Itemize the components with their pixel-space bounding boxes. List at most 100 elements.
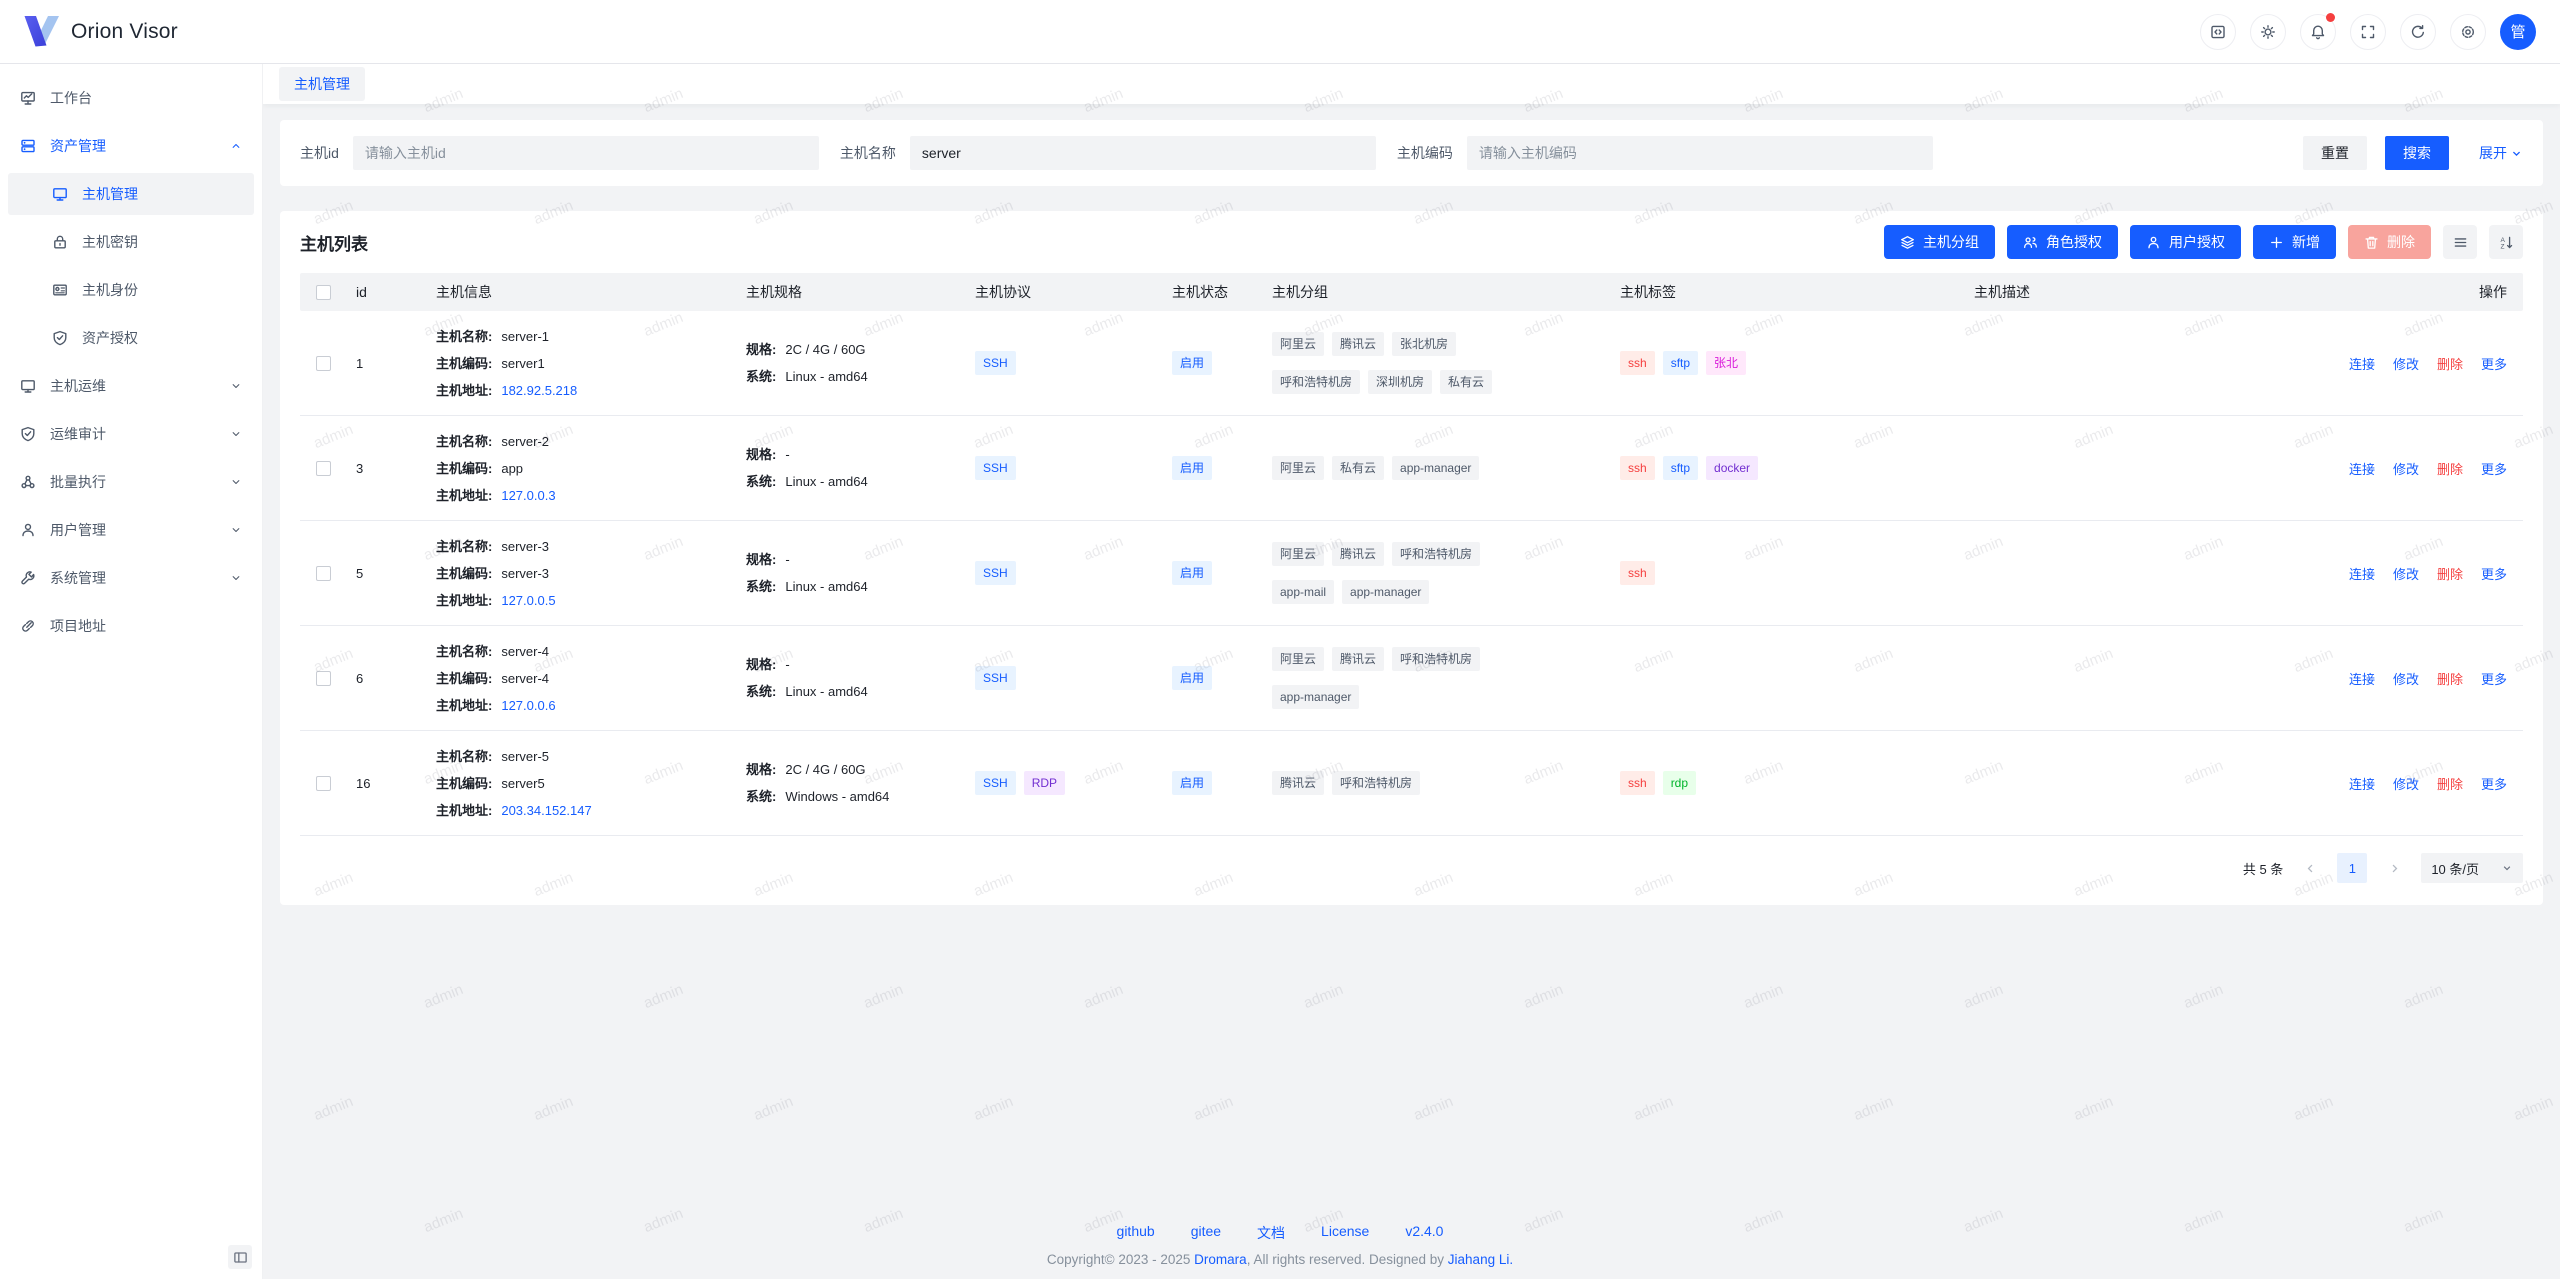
- sidebar-item-host-management[interactable]: 主机管理: [8, 173, 254, 215]
- column-setting-button[interactable]: [2443, 225, 2477, 259]
- field-label: 主机地址:: [436, 802, 493, 818]
- sidebar-collapse-button[interactable]: [228, 1245, 252, 1269]
- footer-link[interactable]: gitee: [1190, 1223, 1222, 1239]
- code-button[interactable]: [2200, 13, 2236, 50]
- delete-link[interactable]: 删除: [2436, 776, 2463, 792]
- notification-button[interactable]: [2300, 12, 2336, 50]
- host-system: 系统: Linux - amd64: [746, 573, 959, 600]
- next-page-button[interactable]: [2379, 853, 2409, 883]
- edit-link[interactable]: 修改: [2392, 356, 2419, 372]
- sidebar-item-asset-grant[interactable]: 资产授权: [8, 317, 254, 359]
- more-link[interactable]: 更多: [2480, 776, 2507, 792]
- row-checkbox[interactable]: [316, 355, 331, 371]
- group-tag: 腾讯云: [1332, 332, 1385, 356]
- host-address-value[interactable]: 127.0.0.3: [501, 487, 556, 503]
- sidebar-item-workbench[interactable]: 工作台: [8, 77, 254, 119]
- content-area: 主机id 主机名称 主机编码 重置 搜索 展开 主机列表 主机分组 角色授权 用户授权 新…: [263, 104, 2560, 921]
- sidebar-item-host-keys[interactable]: 主机密钥: [8, 221, 254, 263]
- host-name-value: server-3: [501, 538, 550, 554]
- field-label: 规格:: [746, 552, 777, 567]
- page-size-value: 10 条/页: [2431, 861, 2479, 877]
- more-link[interactable]: 更多: [2480, 671, 2507, 687]
- delete-link[interactable]: 删除: [2436, 461, 2463, 477]
- host-address-value[interactable]: 203.34.152.147: [501, 802, 592, 818]
- host-code-input[interactable]: [1466, 136, 1933, 170]
- sidebar-item-host-identity[interactable]: 主机身份: [8, 269, 254, 311]
- group-tags: 阿里云 腾讯云 张北机房 呼和浩特机房 深圳机房 私有云: [1272, 332, 1544, 394]
- group-cell: 阿里云 私有云 app-manager: [1256, 456, 1604, 480]
- column-header: 主机描述: [1974, 284, 2030, 300]
- footer-link[interactable]: 文档: [1257, 1225, 1286, 1241]
- delete-link[interactable]: 删除: [2436, 566, 2463, 582]
- edit-link[interactable]: 修改: [2392, 776, 2419, 792]
- connect-link[interactable]: 连接: [2348, 776, 2375, 792]
- more-link[interactable]: 更多: [2480, 566, 2507, 582]
- user-avatar[interactable]: 管: [2500, 13, 2536, 50]
- search-button[interactable]: 搜索: [2385, 136, 2449, 170]
- watermark-text: admin: [2181, 980, 2226, 1013]
- protocol-tag: SSH: [975, 771, 1016, 795]
- watermark-text: admin: [2291, 1092, 2336, 1125]
- sidebar-item-batch-exec[interactable]: 批量执行: [8, 461, 254, 503]
- footer-link[interactable]: github: [1116, 1223, 1155, 1239]
- select-all-checkbox[interactable]: [316, 284, 331, 300]
- edit-link[interactable]: 修改: [2392, 671, 2419, 687]
- row-checkbox[interactable]: [316, 460, 331, 476]
- refresh-button[interactable]: [2400, 13, 2436, 50]
- delete-button[interactable]: 删除: [2348, 225, 2431, 259]
- host-group-button[interactable]: 主机分组: [1884, 225, 1995, 259]
- delete-link[interactable]: 删除: [2436, 671, 2463, 687]
- row-checkbox[interactable]: [316, 775, 331, 791]
- org-link[interactable]: Dromara: [1194, 1252, 1247, 1267]
- row-checkbox[interactable]: [316, 670, 331, 686]
- connect-link[interactable]: 连接: [2348, 461, 2375, 477]
- sidebar-item-user-management[interactable]: 用户管理: [8, 509, 254, 551]
- host-address-value[interactable]: 127.0.0.5: [501, 592, 556, 608]
- row-checkbox[interactable]: [316, 565, 331, 581]
- watermark-text: admin: [1851, 1092, 1896, 1125]
- edit-link[interactable]: 修改: [2392, 461, 2419, 477]
- protocol-tag: SSH: [975, 666, 1016, 690]
- role-grant-button[interactable]: 角色授权: [2007, 225, 2118, 259]
- host-name-input[interactable]: [909, 136, 1376, 170]
- actions-cell: 连接 修改 删除 更多: [2313, 459, 2523, 478]
- tab-host-management[interactable]: 主机管理: [279, 67, 365, 101]
- fullscreen-button[interactable]: [2350, 13, 2386, 50]
- sidebar-item-project-url[interactable]: 项目地址: [8, 605, 254, 647]
- settings-button[interactable]: [2450, 13, 2486, 50]
- host-tag: docker: [1706, 456, 1759, 480]
- host-name: 主机名称: server-1: [436, 323, 730, 350]
- footer-link[interactable]: License: [1321, 1223, 1370, 1239]
- current-page[interactable]: 1: [2337, 853, 2368, 883]
- connect-link[interactable]: 连接: [2348, 566, 2375, 582]
- connect-link[interactable]: 连接: [2348, 671, 2375, 687]
- prev-page-button[interactable]: [2295, 853, 2325, 883]
- user-grant-button[interactable]: 用户授权: [2130, 225, 2241, 259]
- host-name: 主机名称: server-2: [436, 428, 730, 455]
- page-size-select[interactable]: 10 条/页: [2421, 853, 2523, 883]
- delete-link[interactable]: 删除: [2436, 356, 2463, 372]
- group-tag: 张北机房: [1392, 332, 1457, 356]
- group-tags: 阿里云 腾讯云 呼和浩特机房 app-mail app-manager: [1272, 542, 1544, 604]
- host-code-value: server1: [501, 355, 545, 371]
- sidebar-item-ops-audit[interactable]: 运维审计: [8, 413, 254, 455]
- more-link[interactable]: 更多: [2480, 356, 2507, 372]
- host-address-value[interactable]: 127.0.0.6: [501, 697, 556, 713]
- add-button[interactable]: 新增: [2253, 225, 2336, 259]
- sidebar-item-system-management[interactable]: 系统管理: [8, 557, 254, 599]
- watermark-text: admin: [1741, 980, 1786, 1013]
- edit-link[interactable]: 修改: [2392, 566, 2419, 582]
- connect-link[interactable]: 连接: [2348, 356, 2375, 372]
- author-link[interactable]: Jiahang Li.: [1447, 1252, 1514, 1267]
- theme-button[interactable]: [2250, 13, 2286, 50]
- reset-button[interactable]: 重置: [2303, 136, 2367, 170]
- sidebar-item-asset[interactable]: 资产管理: [8, 125, 254, 167]
- host-address-value[interactable]: 182.92.5.218: [501, 382, 578, 398]
- more-link[interactable]: 更多: [2480, 461, 2507, 477]
- footer-link[interactable]: v2.4.0: [1405, 1223, 1444, 1239]
- sidebar-item-host-ops[interactable]: 主机运维: [8, 365, 254, 407]
- host-id-input[interactable]: [352, 136, 819, 170]
- expand-toggle[interactable]: 展开: [2479, 143, 2523, 163]
